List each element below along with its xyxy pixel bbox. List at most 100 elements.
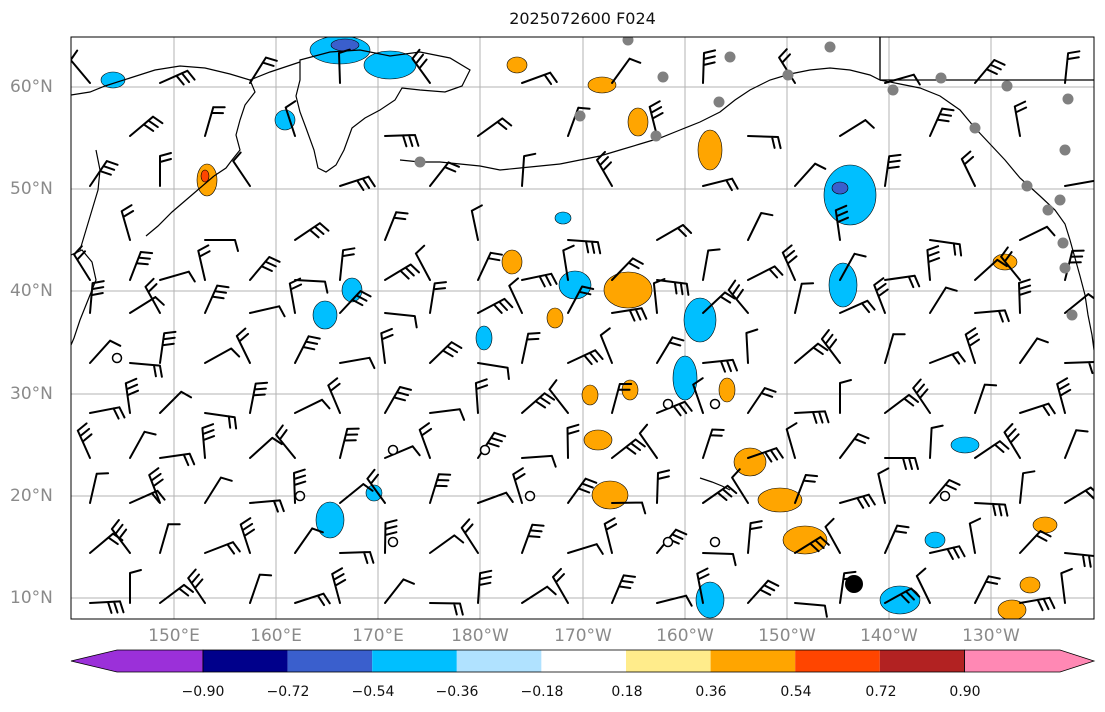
colorbar-segment bbox=[710, 650, 796, 672]
wind-barb-icon bbox=[521, 392, 556, 414]
open-circle-icon bbox=[662, 536, 674, 548]
wind-barb-icon bbox=[294, 592, 331, 607]
wind-barb-icon bbox=[521, 272, 558, 288]
wind-barb-icon bbox=[567, 543, 604, 555]
wind-barb-icon bbox=[834, 204, 849, 241]
shaded-blob bbox=[200, 169, 210, 183]
wind-barb-icon bbox=[1064, 179, 1094, 187]
wind-barb-icon bbox=[339, 175, 376, 191]
wind-barb-icon bbox=[339, 290, 372, 314]
kuril-islands bbox=[145, 175, 215, 237]
wind-barb-icon bbox=[339, 427, 360, 459]
lon-label-160w: 160°W bbox=[656, 626, 714, 646]
wind-barb-icon bbox=[477, 297, 514, 314]
colorbar-segment bbox=[626, 650, 711, 672]
wind-barb-icon bbox=[89, 339, 122, 364]
wind-barb-icon bbox=[249, 256, 281, 281]
wind-barb-icon bbox=[71, 49, 91, 84]
open-circle-icon bbox=[387, 536, 399, 548]
wind-barb-icon bbox=[912, 378, 931, 414]
wind-barb-icon bbox=[974, 59, 1006, 84]
wind-barb-icon bbox=[129, 430, 157, 459]
wind-barb-icon bbox=[974, 258, 1008, 281]
lon-label-170e: 170°E bbox=[352, 626, 404, 646]
wind-barb-icon bbox=[960, 150, 976, 187]
wind-barb-icon bbox=[508, 277, 523, 314]
wind-barb-icon bbox=[294, 279, 329, 294]
wind-barb-icon bbox=[275, 424, 296, 459]
wind-barb-icon bbox=[89, 280, 105, 314]
wind-barb-icon bbox=[794, 410, 830, 424]
wind-barb-icon bbox=[129, 115, 164, 137]
wind-barb-icon bbox=[339, 247, 356, 281]
wind-barb-icon bbox=[1018, 278, 1032, 314]
colorbar-segment bbox=[203, 650, 288, 672]
wind-barb-icon bbox=[110, 519, 131, 554]
colorbar-tick: −0.54 bbox=[351, 684, 395, 700]
wind-barb-icon bbox=[159, 583, 194, 604]
shaded-blob bbox=[274, 109, 296, 131]
wind-barb-icon bbox=[366, 468, 386, 504]
wind-barb-icon bbox=[926, 245, 941, 281]
wind-barb-icon bbox=[512, 467, 526, 504]
wind-barb-icon bbox=[692, 377, 704, 414]
wind-barb-icon bbox=[384, 211, 409, 241]
colorbar-tick: 0.72 bbox=[865, 684, 897, 700]
wind-barb-icon bbox=[567, 477, 598, 504]
sakhalin-coast bbox=[79, 149, 101, 251]
wind-barb-icon bbox=[884, 393, 919, 414]
shaded-blob bbox=[558, 270, 592, 300]
wind-barb-icon bbox=[429, 534, 465, 554]
wind-barb-icon bbox=[204, 347, 241, 364]
wind-barb-icon bbox=[747, 135, 782, 150]
wind-barb-icon bbox=[884, 524, 910, 554]
lat-label-50n: 50°N bbox=[10, 179, 53, 199]
map-frame bbox=[70, 36, 1095, 620]
wind-barb-icon bbox=[129, 489, 166, 504]
colorbar-extend-min bbox=[70, 649, 204, 673]
wind-barb-icon bbox=[839, 252, 867, 281]
wind-barb-icon bbox=[187, 568, 206, 604]
wind-barb-icon bbox=[839, 493, 876, 509]
wind-barb-icon bbox=[201, 423, 216, 459]
shaded-blob bbox=[695, 581, 725, 619]
shaded-blob bbox=[831, 181, 849, 195]
wind-barb-icon bbox=[656, 336, 685, 364]
wind-barb-icon bbox=[1064, 429, 1089, 459]
wind-barb-icon bbox=[521, 585, 557, 604]
station-dot bbox=[414, 156, 426, 168]
colorbar-segment bbox=[287, 650, 373, 672]
wind-barb-icon bbox=[477, 117, 513, 137]
canada-border bbox=[879, 37, 1094, 81]
wind-barb-icon bbox=[429, 281, 447, 314]
shaded-blob bbox=[823, 164, 877, 226]
wind-barb-icon bbox=[384, 445, 421, 459]
shaded-field bbox=[100, 37, 1058, 619]
open-circle-icon bbox=[709, 536, 721, 548]
wind-barb-icon bbox=[611, 307, 648, 322]
wind-barb-icon bbox=[384, 519, 398, 554]
open-circle-icon bbox=[479, 444, 491, 456]
wind-barb-icon bbox=[204, 476, 233, 504]
wind-barb-icon bbox=[884, 333, 906, 364]
wind-barb-icon bbox=[159, 390, 193, 414]
wind-barb-icon bbox=[293, 468, 307, 504]
shaded-blob bbox=[581, 384, 599, 406]
wind-barb-icon bbox=[384, 263, 420, 281]
wind-barb-icon bbox=[794, 162, 827, 187]
shaded-blob bbox=[506, 56, 528, 74]
wind-barb-icon bbox=[648, 100, 664, 137]
station-dot bbox=[657, 71, 669, 83]
wind-barb-icon bbox=[785, 422, 798, 459]
wind-barb-icon bbox=[159, 452, 196, 467]
wind-barb-icon bbox=[824, 517, 841, 554]
wind-barb-icon bbox=[611, 383, 633, 414]
large-black-dot-icon bbox=[845, 575, 863, 593]
wind-barb-icon bbox=[1060, 567, 1073, 604]
wind-barb-icon bbox=[884, 457, 919, 470]
wind-barb-icon bbox=[974, 440, 1010, 459]
wind-barbs bbox=[71, 48, 1094, 618]
wind-barb-icon bbox=[477, 569, 493, 604]
wind-barb-icon bbox=[89, 472, 110, 504]
